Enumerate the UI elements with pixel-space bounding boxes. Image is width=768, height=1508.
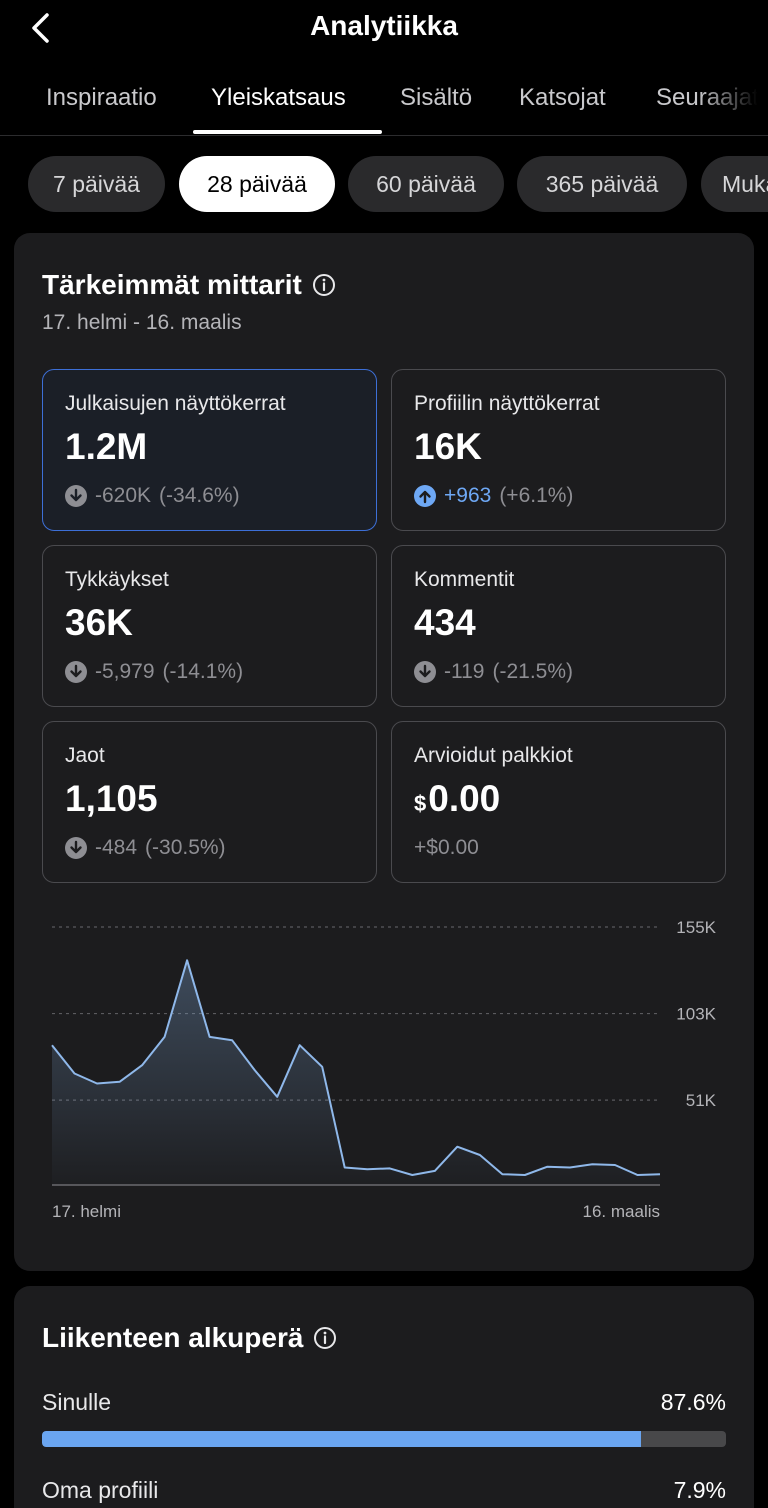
- chart-x-tick-label: 16. maalis: [583, 1202, 660, 1221]
- metric-change: -119 (-21.5%): [414, 660, 573, 684]
- post-views-chart: 155K 103K 51K 17. helmi 16. maalis: [51, 918, 717, 1221]
- back-button[interactable]: [22, 8, 58, 48]
- metric-change: +$0.00: [414, 836, 479, 860]
- active-tab-indicator: [193, 130, 382, 134]
- metric-value: 434: [414, 602, 476, 643]
- metric-change: -620K (-34.6%): [65, 484, 240, 508]
- metric-label: Jaot: [65, 744, 105, 767]
- arrow-down-circle-icon: [414, 661, 436, 683]
- chart-series-line: [51, 959, 661, 1176]
- metric-profile-views[interactable]: Profiilin näyttökerrat 16K +963 (+6.1%): [391, 369, 726, 531]
- metric-value: 1,105: [65, 778, 158, 819]
- traffic-title: Liikenteen alkuperä: [42, 1322, 304, 1353]
- period-selector: 7 päivää 28 päivää 60 päivää 365 päivää …: [0, 156, 768, 212]
- metric-estimated-rewards[interactable]: Arvioidut palkkiot $0.00 +$0.00: [391, 721, 726, 883]
- metric-comments[interactable]: Kommentit 434 -119 (-21.5%): [391, 545, 726, 707]
- traffic-label: Oma profiili: [42, 1477, 159, 1503]
- info-icon[interactable]: [313, 1326, 337, 1350]
- metric-change-value: +963: [444, 484, 492, 507]
- metric-change: +963 (+6.1%): [414, 484, 573, 508]
- metric-change-pct: (-30.5%): [145, 836, 226, 859]
- metric-change-value: -5,979: [95, 660, 155, 683]
- metric-label: Arvioidut palkkiot: [414, 744, 573, 767]
- traffic-progress-bar: [42, 1431, 726, 1447]
- tab-fade-overlay: [698, 70, 768, 134]
- key-metrics-title: Tärkeimmät mittarit: [42, 269, 302, 300]
- chart-y-tick-label: 51K: [686, 1091, 717, 1110]
- tab-bar: Inspiraatio Yleiskatsaus Sisältö Katsoja…: [0, 70, 768, 136]
- metric-shares[interactable]: Jaot 1,105 -484 (-30.5%): [42, 721, 377, 883]
- key-metrics-card: Tärkeimmät mittarit 17. helmi - 16. maal…: [14, 233, 754, 1271]
- top-bar: Analytiikka: [0, 0, 768, 60]
- arrow-down-circle-icon: [65, 485, 87, 507]
- metric-label: Profiilin näyttökerrat: [414, 392, 600, 415]
- pill-28-days[interactable]: 28 päivää: [179, 156, 335, 212]
- metric-change-value: -620K: [95, 484, 152, 507]
- metric-label: Julkaisujen näyttökerrat: [65, 392, 286, 415]
- pill-7-days[interactable]: 7 päivää: [28, 156, 165, 212]
- metric-change-value: +$0.00: [414, 836, 479, 859]
- metric-likes[interactable]: Tykkäykset 36K -5,979 (-14.1%): [42, 545, 377, 707]
- pill-60-days[interactable]: 60 päivää: [348, 156, 504, 212]
- metric-value: 36K: [65, 602, 133, 643]
- chart-y-tick-label: 103K: [676, 1005, 716, 1024]
- metric-label: Kommentit: [414, 568, 515, 591]
- page-title: Analytiikka: [310, 10, 458, 41]
- traffic-value: 7.9%: [673, 1477, 726, 1503]
- info-icon[interactable]: [312, 273, 336, 297]
- metric-change-value: -119: [444, 660, 485, 683]
- tab-inspiraatio[interactable]: Inspiraatio: [46, 84, 157, 111]
- arrow-down-circle-icon: [65, 837, 87, 859]
- metric-change-pct: (-14.1%): [162, 660, 244, 683]
- arrow-down-circle-icon: [65, 661, 87, 683]
- metric-value: $0.00: [414, 778, 500, 820]
- traffic-source-card: Liikenteen alkuperä Sinulle 87.6% Oma pr…: [14, 1286, 754, 1508]
- metric-value: 16K: [414, 426, 482, 467]
- chart-x-tick-label: 17. helmi: [52, 1202, 121, 1221]
- metric-label: Tykkäykset: [65, 568, 169, 591]
- metric-post-views[interactable]: Julkaisujen näyttökerrat 1.2M -620K (-34…: [42, 369, 377, 531]
- chevron-left-icon: [32, 13, 49, 43]
- chart-y-tick-label: 155K: [676, 918, 716, 937]
- traffic-progress-fill: [42, 1431, 642, 1447]
- metric-change-pct: (-34.6%): [159, 484, 240, 507]
- metric-change-value: -484: [95, 836, 138, 859]
- currency-symbol: $: [414, 791, 427, 816]
- traffic-label: Sinulle: [42, 1389, 112, 1415]
- metric-value-number: 0.00: [428, 778, 501, 819]
- metric-change: -484 (-30.5%): [65, 836, 226, 860]
- date-range: 17. helmi - 16. maalis: [42, 311, 242, 334]
- key-metrics-header: Tärkeimmät mittarit: [42, 269, 336, 301]
- traffic-value: 87.6%: [660, 1389, 726, 1415]
- metric-change-pct: (+6.1%): [499, 484, 574, 507]
- metric-value: 1.2M: [65, 426, 148, 467]
- metric-change-pct: (-21.5%): [492, 660, 574, 683]
- pill-365-days[interactable]: 365 päivää: [517, 156, 687, 212]
- metric-change: -5,979 (-14.1%): [65, 660, 243, 684]
- tab-yleiskatsaus[interactable]: Yleiskatsaus: [211, 84, 346, 111]
- tab-sisalto[interactable]: Sisältö: [400, 84, 473, 111]
- chart-area-fill: [52, 960, 660, 1185]
- tab-katsojat[interactable]: Katsojat: [519, 84, 606, 111]
- pill-custom[interactable]: Mukautettu: [701, 156, 768, 212]
- arrow-up-circle-icon: [414, 485, 436, 507]
- traffic-header: Liikenteen alkuperä: [42, 1322, 337, 1354]
